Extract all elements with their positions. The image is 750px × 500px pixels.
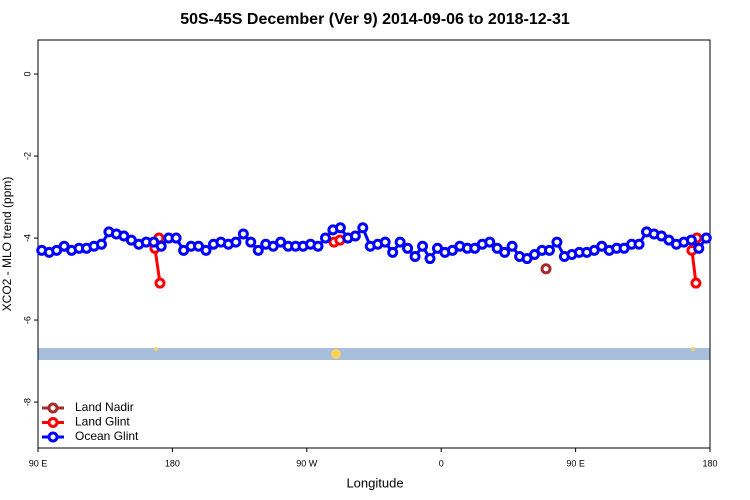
- data-point: [312, 240, 324, 252]
- data-point: [690, 277, 702, 289]
- y-axis-label: XCO2 - MLO trend (ppm): [0, 177, 14, 312]
- data-point: [200, 244, 212, 256]
- data-point: [379, 236, 391, 248]
- data-point: [424, 253, 436, 265]
- data-point: [484, 236, 496, 248]
- legend-swatch-marker: [47, 417, 59, 428]
- chart-title: 50S-45S December (Ver 9) 2014-09-06 to 2…: [180, 11, 570, 28]
- data-point: [551, 236, 563, 248]
- legend-label: Land Glint: [75, 415, 130, 429]
- plot-frame: [37, 39, 711, 449]
- x-axis-label: Longitude: [346, 475, 403, 490]
- data-point: [357, 222, 369, 234]
- y-tick-label: -4: [22, 234, 32, 242]
- data-point: [319, 232, 331, 244]
- map-strip: [38, 348, 710, 360]
- x-tick-label: 90 W: [296, 458, 318, 468]
- y-tick-label: 0: [22, 72, 32, 77]
- map-land: [691, 347, 695, 351]
- data-point: [230, 236, 242, 248]
- data-point: [499, 246, 511, 258]
- y-tick-label: -8: [22, 398, 32, 406]
- x-tick-label: 90 E: [566, 458, 585, 468]
- data-point: [349, 230, 361, 242]
- data-point: [402, 242, 414, 254]
- data-point: [245, 236, 257, 248]
- map-land: [331, 349, 341, 359]
- x-tick-label: 0: [439, 458, 444, 468]
- legend-swatch-marker: [47, 431, 59, 443]
- y-tick-label: -6: [22, 316, 32, 324]
- data-point: [170, 232, 182, 244]
- data-point: [95, 238, 107, 250]
- data-point: [387, 246, 399, 258]
- data-point: [154, 277, 166, 289]
- data-point: [506, 240, 518, 252]
- x-tick-label: 180: [165, 458, 180, 468]
- legend-swatch-marker: [47, 402, 59, 414]
- data-point: [685, 234, 697, 246]
- data-point: [155, 240, 167, 252]
- data-point: [252, 244, 264, 256]
- data-point: [633, 238, 645, 250]
- data-point: [540, 263, 552, 275]
- map-land: [154, 347, 158, 351]
- data-point: [543, 244, 555, 256]
- x-tick-label: 180: [702, 458, 717, 468]
- data-point: [334, 222, 346, 234]
- x-tick-label: 90 E: [29, 458, 48, 468]
- data-point: [700, 232, 712, 244]
- legend-label: Land Nadir: [75, 400, 134, 414]
- data-point: [409, 251, 421, 263]
- legend-label: Ocean Glint: [75, 429, 139, 443]
- data-point: [237, 228, 249, 240]
- data-point: [417, 240, 429, 252]
- data-point: [693, 242, 705, 254]
- y-tick-label: -2: [22, 152, 32, 160]
- data-point: [394, 236, 406, 248]
